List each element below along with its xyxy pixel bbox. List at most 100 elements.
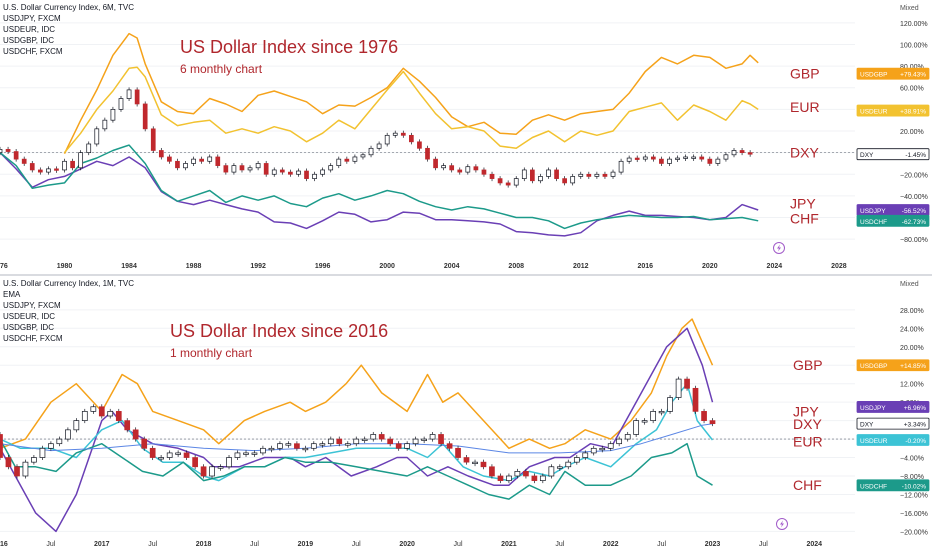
candle	[285, 443, 292, 446]
x-tick-label: Jul	[352, 541, 361, 548]
legend-line: U.S. Dollar Currency Index, 1M, TVC	[3, 279, 134, 288]
candle	[65, 429, 71, 440]
candle	[489, 173, 495, 179]
x-tick-label: 1984	[121, 263, 137, 270]
candle	[513, 178, 519, 186]
legend-line: USDJPY, FXCM	[3, 301, 61, 310]
candle	[102, 119, 108, 130]
x-tick-label: 2018	[196, 541, 212, 548]
candle	[650, 156, 656, 160]
scale-badge-value: -62.73%	[902, 219, 926, 226]
candle	[463, 457, 470, 463]
candle	[302, 447, 309, 451]
candle	[14, 466, 20, 477]
candle	[505, 182, 511, 186]
candle	[562, 178, 567, 184]
y-tick-label: −40.00%	[900, 194, 928, 201]
candle	[570, 176, 576, 184]
candle	[684, 378, 690, 389]
scale-badge	[856, 359, 930, 372]
legend-line: USDCHF, FXCM	[3, 334, 63, 343]
scale-badge-name: USDEUR	[860, 109, 888, 116]
candle	[215, 156, 221, 166]
scale-badge-value: -56.52%	[902, 208, 926, 215]
candle	[433, 158, 438, 169]
candle	[699, 156, 705, 160]
x-tick-label: 2028	[831, 263, 847, 270]
y-tick-label: 20.00%	[900, 129, 924, 136]
x-tick-label: 2016	[637, 263, 653, 270]
candle	[395, 443, 402, 449]
candle	[610, 171, 616, 177]
candle	[142, 103, 148, 130]
y-tick-label: 12.00%	[900, 382, 924, 389]
legend-line: USDEUR, IDC	[3, 25, 55, 34]
candle	[166, 452, 173, 458]
candle	[472, 461, 478, 465]
candle	[183, 452, 190, 458]
series-line-usdgbp	[63, 32, 759, 155]
candle	[417, 141, 422, 149]
candle	[667, 397, 673, 412]
x-tick-label: 2024	[767, 263, 783, 270]
candle	[455, 447, 461, 458]
candle	[506, 475, 512, 481]
candle	[175, 160, 180, 169]
x-tick-label: 1992	[250, 263, 266, 270]
candle	[158, 457, 164, 460]
candle	[90, 406, 97, 412]
scale-badge-name: USDCHF	[860, 483, 887, 490]
candle	[599, 447, 606, 451]
scale-badge-name: USDGBP	[860, 363, 887, 370]
series-line-usdgbp	[0, 318, 714, 450]
candle	[234, 452, 241, 458]
candle	[86, 143, 92, 153]
x-tick-label: 2020	[399, 541, 415, 548]
dxy-1976-chart-svg: 120.00%100.00%80.00%60.00%40.00%20.00%0.…	[0, 3, 930, 270]
candle	[29, 163, 35, 171]
candle	[360, 154, 366, 158]
x-tick-label: Jul	[46, 541, 55, 548]
x-tick-label: 2017	[94, 541, 110, 548]
candle	[344, 158, 350, 162]
series-label-gbp: GBP	[790, 66, 820, 82]
candle	[650, 411, 657, 421]
dxy-2016-chart-svg: 28.00%24.00%20.00%16.00%12.00%8.00%4.00%…	[0, 279, 930, 548]
candle	[141, 438, 148, 449]
candle	[5, 457, 12, 468]
x-tick-label: Jul	[759, 541, 768, 548]
x-tick-label: Jul	[148, 541, 157, 548]
candle	[538, 176, 543, 182]
x-tick-label: Jul	[555, 541, 564, 548]
y-tick-label: −12.00%	[900, 492, 928, 499]
candle	[336, 158, 342, 166]
chart-subtitle: 1 monthly chart	[170, 346, 253, 360]
candle	[158, 150, 164, 158]
candle	[294, 443, 300, 449]
candle	[62, 160, 67, 171]
scale-badge-value: -1.45%	[905, 152, 926, 159]
candle	[327, 438, 334, 445]
candle	[48, 443, 54, 449]
legend-line: USDGBP, IDC	[3, 36, 54, 45]
y-tick-label: 20.00%	[900, 345, 924, 352]
series-label-dxy: DXY	[793, 416, 822, 432]
candle	[118, 98, 124, 110]
candle	[683, 156, 688, 159]
legend-line: EMA	[3, 290, 21, 299]
candle	[539, 475, 546, 481]
panel-divider[interactable]	[0, 274, 932, 276]
candle	[747, 152, 753, 155]
candle	[175, 452, 181, 455]
x-tick-label: 1980	[57, 263, 73, 270]
candle	[573, 457, 580, 463]
x-tick-label: 2016	[0, 541, 8, 548]
x-tick-label: Jul	[250, 541, 259, 548]
chart-panel-2016: 28.00%24.00%20.00%16.00%12.00%8.00%4.00%…	[0, 276, 932, 550]
series-label-eur: EUR	[793, 433, 823, 449]
candle	[37, 169, 43, 173]
candle	[473, 166, 479, 171]
y-tick-label: 100.00%	[900, 42, 928, 49]
y-tick-label: −20.00%	[900, 529, 928, 536]
candle	[126, 89, 132, 99]
